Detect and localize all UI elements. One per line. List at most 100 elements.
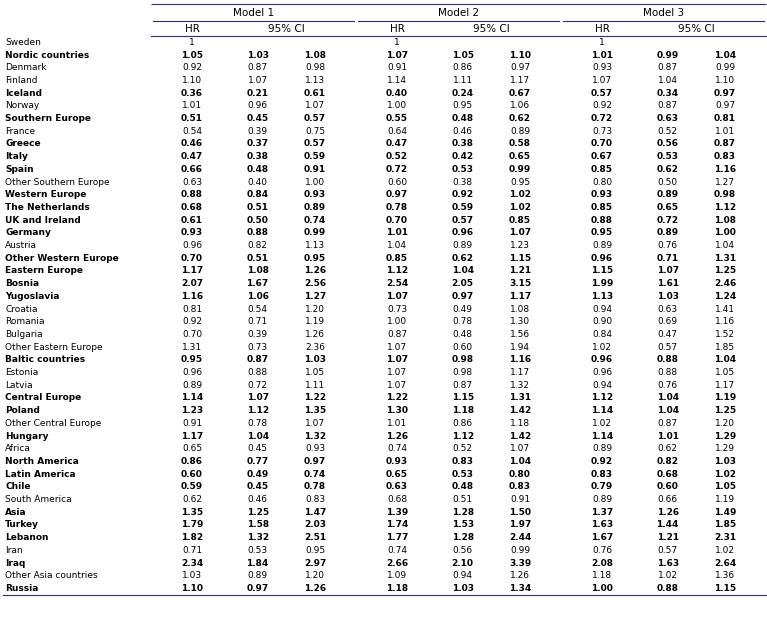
Text: 0.42: 0.42: [452, 152, 474, 161]
Text: 1: 1: [599, 38, 605, 47]
Text: 1.32: 1.32: [304, 432, 326, 441]
Text: Western Europe: Western Europe: [5, 190, 87, 199]
Text: 0.46: 0.46: [248, 495, 268, 504]
Text: 1.63: 1.63: [657, 558, 679, 567]
Text: 0.45: 0.45: [246, 482, 268, 492]
Text: 0.21: 0.21: [247, 88, 268, 98]
Text: 1.28: 1.28: [452, 533, 474, 542]
Text: 1.19: 1.19: [715, 495, 735, 504]
Text: 0.89: 0.89: [592, 241, 612, 250]
Text: 0.86: 0.86: [181, 457, 203, 466]
Text: 0.57: 0.57: [657, 546, 678, 555]
Text: 0.60: 0.60: [657, 482, 679, 492]
Text: 0.70: 0.70: [386, 216, 408, 225]
Text: 1.17: 1.17: [510, 368, 530, 377]
Text: 0.36: 0.36: [181, 88, 203, 98]
Text: Austria: Austria: [5, 241, 37, 250]
Text: 1.06: 1.06: [510, 101, 530, 111]
Text: 1.03: 1.03: [452, 584, 473, 593]
Text: 0.88: 0.88: [181, 190, 203, 199]
Text: 1.08: 1.08: [304, 50, 326, 60]
Text: 0.91: 0.91: [387, 63, 407, 73]
Text: 1.07: 1.07: [509, 228, 531, 237]
Text: 1.01: 1.01: [387, 419, 407, 428]
Text: 0.61: 0.61: [304, 88, 326, 98]
Text: Turkey: Turkey: [5, 520, 39, 529]
Text: 0.78: 0.78: [453, 317, 472, 326]
Text: 95% CI: 95% CI: [473, 24, 510, 34]
Text: 0.53: 0.53: [248, 546, 268, 555]
Text: 1.26: 1.26: [304, 266, 326, 275]
Text: 0.94: 0.94: [453, 571, 472, 580]
Text: 0.48: 0.48: [452, 482, 474, 492]
Text: 0.51: 0.51: [247, 254, 268, 263]
Text: 1.99: 1.99: [591, 279, 613, 288]
Text: Other Asia countries: Other Asia countries: [5, 571, 97, 580]
Text: 1.61: 1.61: [657, 279, 679, 288]
Text: 0.62: 0.62: [657, 445, 677, 453]
Text: 1.08: 1.08: [247, 266, 268, 275]
Text: 0.47: 0.47: [657, 330, 677, 339]
Text: 0.57: 0.57: [591, 88, 613, 98]
Text: 1.04: 1.04: [452, 266, 474, 275]
Text: 0.94: 0.94: [592, 305, 612, 314]
Text: 0.52: 0.52: [657, 127, 677, 135]
Text: 0.65: 0.65: [657, 203, 679, 212]
Text: 0.65: 0.65: [509, 152, 531, 161]
Text: 1.00: 1.00: [714, 228, 736, 237]
Text: 1.26: 1.26: [304, 584, 326, 593]
Text: 0.95: 0.95: [304, 254, 326, 263]
Text: 0.93: 0.93: [591, 190, 613, 199]
Text: 1.26: 1.26: [510, 571, 530, 580]
Text: Poland: Poland: [5, 406, 40, 415]
Text: 0.71: 0.71: [182, 546, 202, 555]
Text: Iran: Iran: [5, 546, 22, 555]
Text: 0.89: 0.89: [657, 190, 679, 199]
Text: Denmark: Denmark: [5, 63, 47, 73]
Text: 0.87: 0.87: [248, 63, 268, 73]
Text: Yugoslavia: Yugoslavia: [5, 292, 60, 301]
Text: 1.07: 1.07: [246, 394, 268, 403]
Text: 0.59: 0.59: [304, 152, 326, 161]
Text: 1.04: 1.04: [714, 356, 736, 364]
Text: 2.08: 2.08: [591, 558, 613, 567]
Text: 0.70: 0.70: [591, 139, 613, 148]
Text: 0.96: 0.96: [182, 241, 202, 250]
Text: 0.97: 0.97: [304, 457, 326, 466]
Text: 0.63: 0.63: [386, 482, 408, 492]
Text: 0.49: 0.49: [246, 469, 268, 479]
Text: Southern Europe: Southern Europe: [5, 114, 91, 123]
Text: 2.07: 2.07: [181, 279, 203, 288]
Text: 0.72: 0.72: [591, 114, 613, 123]
Text: 0.88: 0.88: [657, 584, 679, 593]
Text: UK and Ireland: UK and Ireland: [5, 216, 81, 225]
Text: 0.80: 0.80: [509, 469, 531, 479]
Text: 1.44: 1.44: [657, 520, 679, 529]
Text: 0.52: 0.52: [386, 152, 408, 161]
Text: 0.53: 0.53: [452, 165, 473, 174]
Text: 0.91: 0.91: [510, 495, 530, 504]
Text: Greece: Greece: [5, 139, 41, 148]
Text: 0.50: 0.50: [657, 177, 678, 186]
Text: 0.85: 0.85: [386, 254, 408, 263]
Text: 0.81: 0.81: [714, 114, 736, 123]
Text: 1.12: 1.12: [591, 394, 613, 403]
Text: 1.56: 1.56: [510, 330, 530, 339]
Text: The Netherlands: The Netherlands: [5, 203, 90, 212]
Text: Iceland: Iceland: [5, 88, 42, 98]
Text: 2.34: 2.34: [181, 558, 203, 567]
Text: 0.99: 0.99: [657, 50, 679, 60]
Text: 0.45: 0.45: [248, 445, 268, 453]
Text: 0.70: 0.70: [181, 254, 203, 263]
Text: 1.05: 1.05: [714, 482, 736, 492]
Text: 0.96: 0.96: [592, 368, 612, 377]
Text: 2.56: 2.56: [304, 279, 326, 288]
Text: 1.85: 1.85: [715, 343, 735, 352]
Text: 0.74: 0.74: [304, 469, 326, 479]
Text: 0.92: 0.92: [182, 63, 202, 73]
Text: 0.38: 0.38: [247, 152, 268, 161]
Text: 1.15: 1.15: [452, 394, 474, 403]
Text: 0.53: 0.53: [452, 469, 473, 479]
Text: Bosnia: Bosnia: [5, 279, 39, 288]
Text: 1.37: 1.37: [591, 508, 613, 516]
